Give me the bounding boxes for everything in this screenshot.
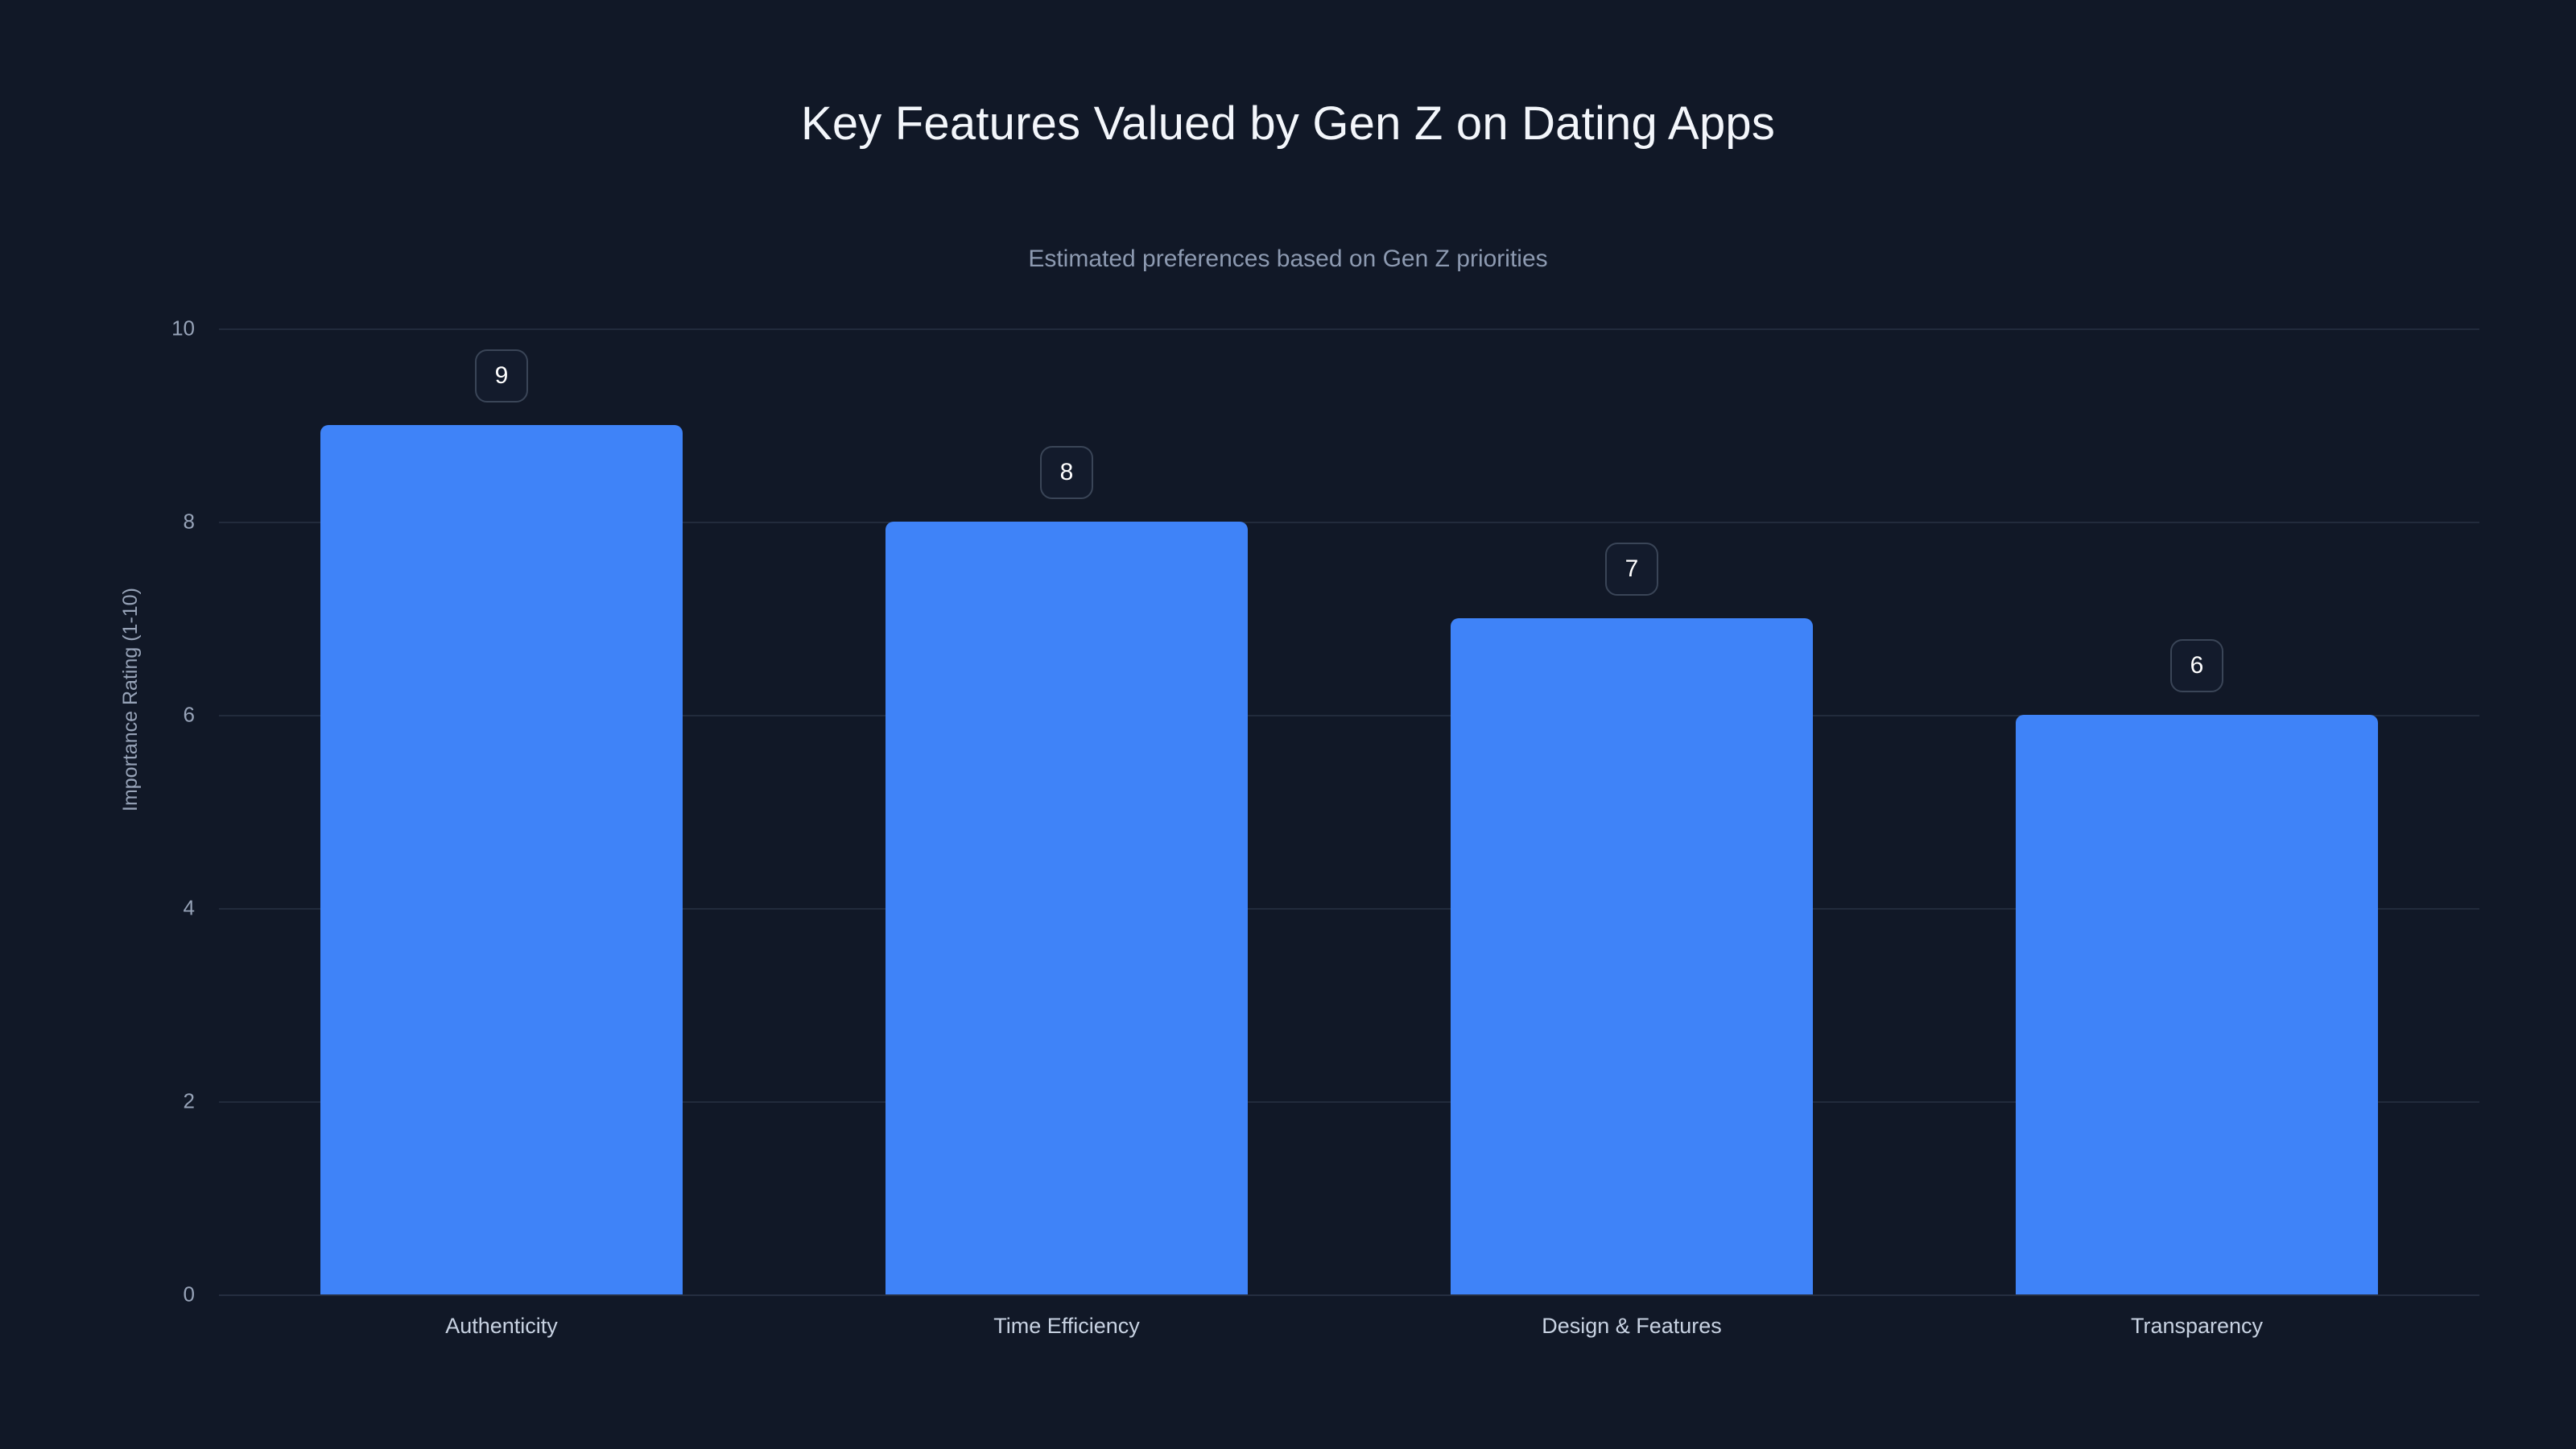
gridline-y-2 (219, 1101, 2479, 1103)
y-tick-label-0: 0 (183, 1282, 195, 1307)
bar-design-features[interactable] (1451, 618, 1813, 1294)
y-axis-title-wrapper: Importance Rating (1-10) (0, 0, 142, 1449)
value-badge-transparency: 6 (2170, 639, 2223, 692)
y-tick-label-6: 6 (183, 702, 195, 727)
chart-title: Key Features Valued by Gen Z on Dating A… (800, 97, 1776, 150)
gridline-y-8 (219, 522, 2479, 523)
chart-subtitle: Estimated preferences based on Gen Z pri… (1028, 246, 1548, 272)
category-label-transparency: Transparency (2130, 1314, 2264, 1338)
value-badge-design-features: 7 (1605, 543, 1658, 596)
y-tick-label-2: 2 (183, 1088, 195, 1113)
bar-transparency[interactable] (2016, 715, 2378, 1294)
category-label-time-efficiency: Time Efficiency (993, 1314, 1140, 1338)
gridline-y-10 (219, 328, 2479, 330)
bar-time-efficiency[interactable] (886, 522, 1248, 1294)
plot-area (219, 328, 2479, 1296)
y-axis-title: Importance Rating (1-10) (119, 588, 142, 811)
category-label-design-features: Design & Features (1542, 1314, 1722, 1338)
bar-authenticity[interactable] (320, 425, 683, 1294)
category-label-authenticity: Authenticity (445, 1314, 558, 1338)
value-badge-authenticity: 9 (475, 349, 528, 402)
gridline-y-4 (219, 908, 2479, 910)
gridline-y-6 (219, 715, 2479, 716)
y-tick-label-10: 10 (171, 316, 195, 341)
y-tick-label-4: 4 (183, 895, 195, 920)
gridline-y-0 (219, 1294, 2479, 1296)
y-tick-label-8: 8 (183, 509, 195, 534)
value-badge-time-efficiency: 8 (1040, 446, 1093, 499)
